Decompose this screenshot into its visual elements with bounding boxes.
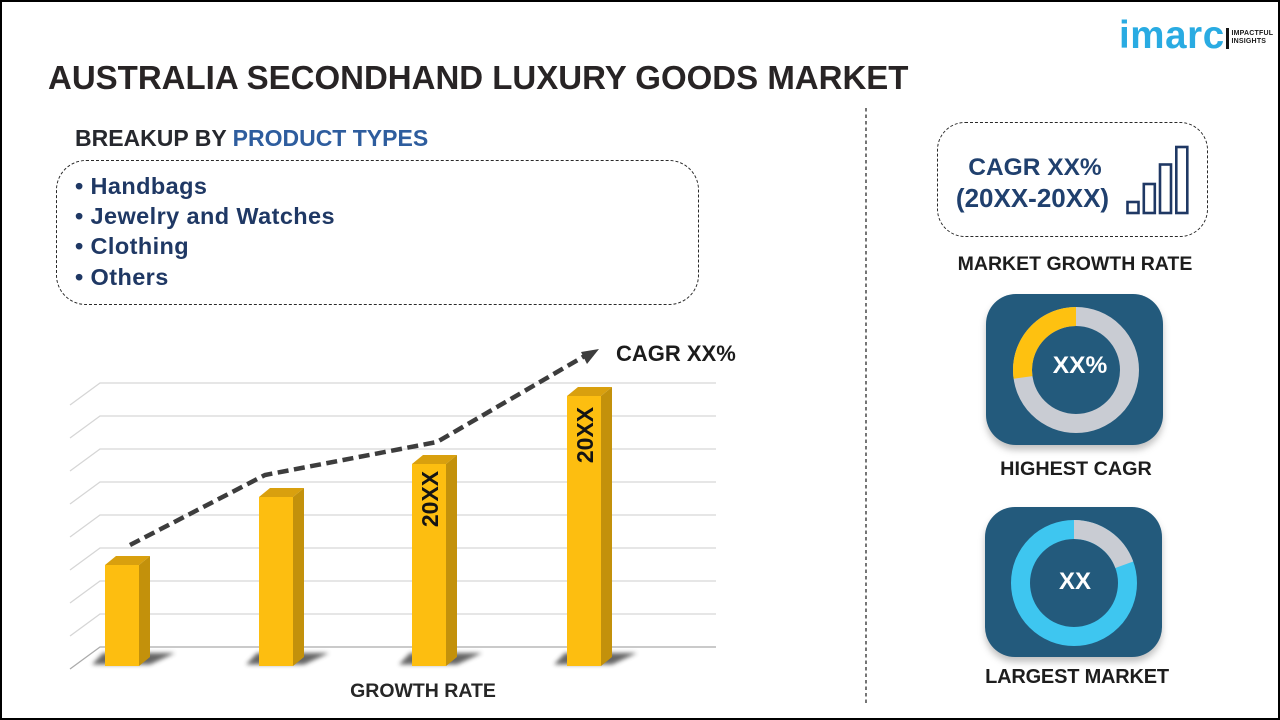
svg-text:20XX: 20XX [572, 406, 598, 463]
svg-text:20XX: 20XX [417, 470, 443, 527]
